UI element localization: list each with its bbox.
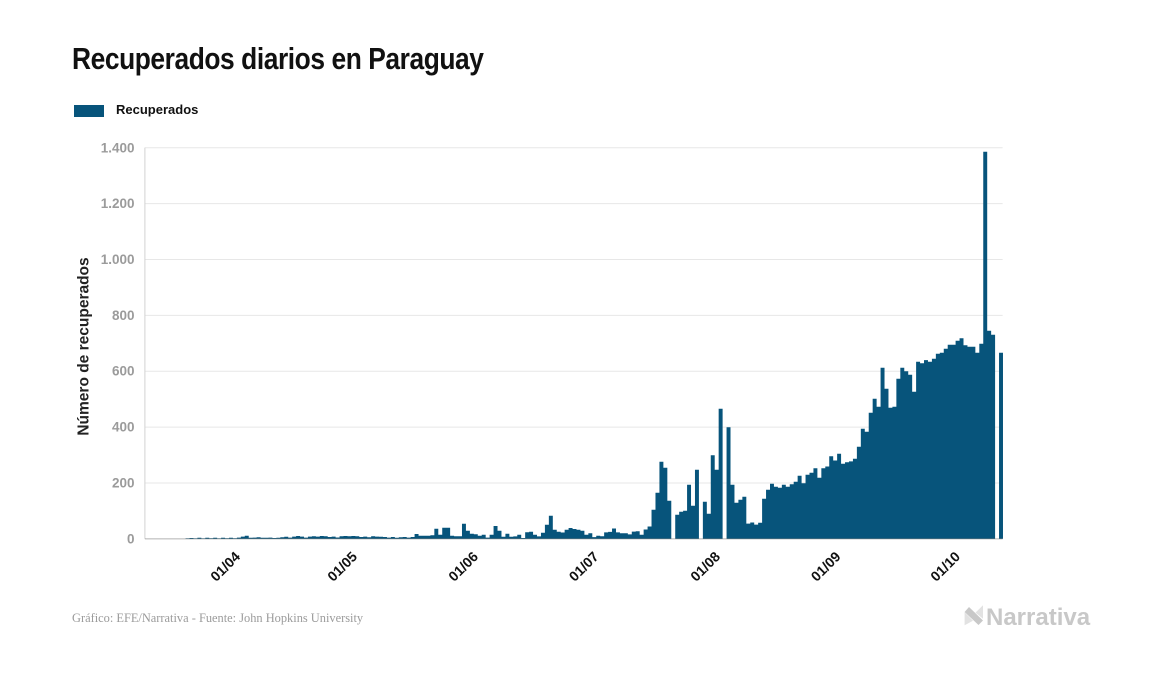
svg-text:Número de recuperados: Número de recuperados bbox=[76, 257, 93, 435]
svg-text:600: 600 bbox=[112, 364, 135, 379]
svg-text:200: 200 bbox=[112, 475, 135, 490]
svg-text:800: 800 bbox=[112, 308, 135, 323]
svg-text:01/06: 01/06 bbox=[445, 548, 481, 584]
svg-text:1.000: 1.000 bbox=[101, 252, 135, 267]
svg-text:01/04: 01/04 bbox=[207, 548, 243, 584]
svg-text:400: 400 bbox=[112, 420, 135, 435]
svg-text:1.200: 1.200 bbox=[101, 196, 135, 211]
svg-text:01/09: 01/09 bbox=[808, 548, 844, 584]
svg-text:0: 0 bbox=[127, 531, 135, 546]
svg-text:01/10: 01/10 bbox=[927, 548, 963, 584]
svg-text:01/08: 01/08 bbox=[687, 548, 723, 584]
svg-text:01/07: 01/07 bbox=[566, 548, 602, 584]
svg-text:01/05: 01/05 bbox=[324, 548, 360, 584]
svg-text:1.400: 1.400 bbox=[101, 140, 135, 155]
